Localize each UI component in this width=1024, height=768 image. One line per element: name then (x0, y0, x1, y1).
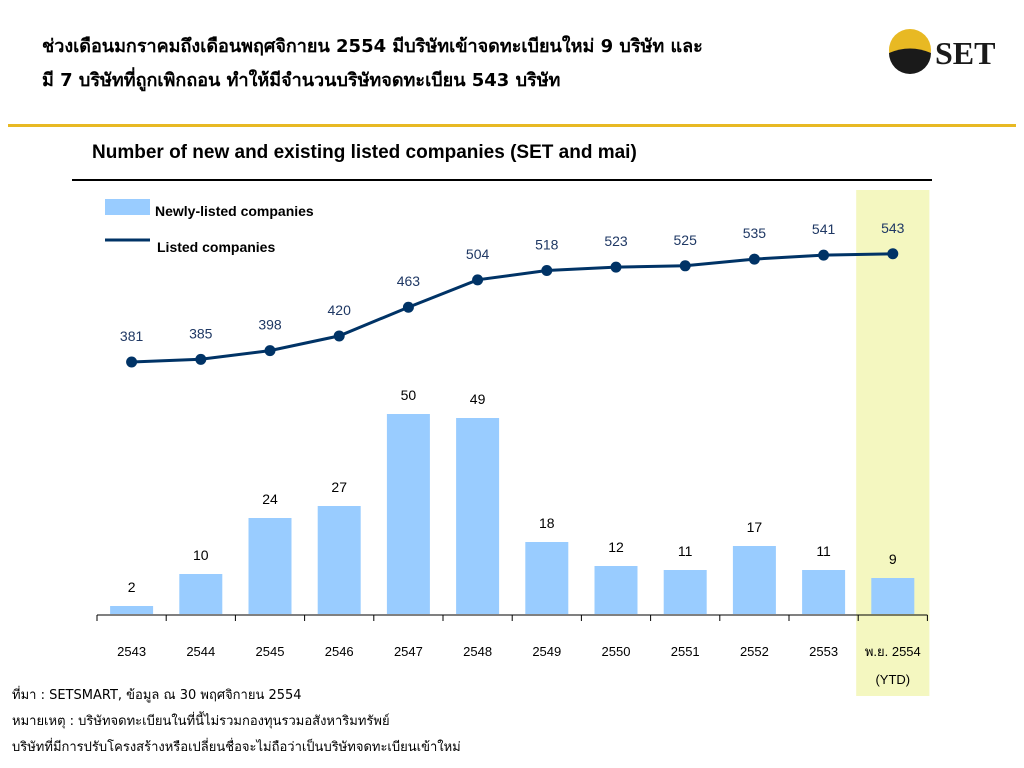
point-label-2544: 385 (189, 325, 213, 341)
bar-label-2549: 18 (539, 515, 555, 531)
point-label-2551: 525 (674, 232, 698, 248)
point-2552 (748, 253, 760, 265)
bar-2549 (525, 542, 569, 614)
point-label-2550: 523 (604, 233, 628, 249)
x-tick-label-2551: 2551 (671, 644, 700, 659)
header-divider (8, 124, 1016, 127)
point-2549 (541, 264, 553, 276)
point-label-2548: 504 (466, 246, 490, 262)
x-tick-label-2547: 2547 (394, 644, 423, 659)
point-2551 (679, 260, 691, 272)
footnote-source: ที่มา : SETSMART, ข้อมูล ณ 30 พฤศจิกายน … (12, 688, 302, 703)
x-tick-label-พ.ย. 2554: พ.ย. 2554 (865, 644, 921, 659)
point-2550 (610, 261, 622, 273)
bar-2546 (317, 506, 361, 614)
bar-label-2552: 17 (747, 519, 763, 535)
footnote-note-1: หมายเหตุ : บริษัทจดทะเบียนในที่นี้ไม่รวม… (12, 714, 390, 729)
bar-2543 (110, 606, 154, 614)
x-tick-sublabel-พ.ย. 2554: (YTD) (875, 672, 910, 687)
x-tick-label-2546: 2546 (325, 644, 354, 659)
bar-2545 (248, 518, 292, 614)
point-label-2547: 463 (397, 273, 421, 289)
point-พ.ย. 2554 (887, 248, 899, 260)
set-logo: SET (889, 29, 995, 74)
bar-label-2550: 12 (608, 539, 624, 555)
point-label-2546: 420 (328, 302, 352, 318)
bar-label-2553: 11 (816, 543, 831, 559)
point-2553 (818, 249, 830, 261)
x-tick-label-2544: 2544 (186, 644, 215, 659)
bar-label-2546: 27 (331, 479, 347, 495)
x-tick-label-2550: 2550 (602, 644, 631, 659)
footnote-note-2: บริษัทที่มีการปรับโครงสร้างหรือเปลี่ยนชื… (12, 740, 461, 755)
point-label-2543: 381 (120, 328, 144, 344)
point-label-2549: 518 (535, 236, 559, 252)
bar-2544 (179, 574, 223, 614)
headline: ช่วงเดือนมกราคมถึงเดือนพฤศจิกายน 2554 มี… (42, 30, 862, 98)
bar-label-2543: 2 (128, 579, 136, 595)
x-tick-label-2543: 2543 (117, 644, 146, 659)
legend-label-newly-listed: Newly-listed companies (155, 203, 314, 219)
point-2544 (195, 353, 207, 365)
bar-label-2547: 50 (401, 387, 417, 403)
point-label-2545: 398 (258, 317, 282, 333)
bar-label-2551: 11 (678, 543, 693, 559)
bar-label-2544: 10 (193, 547, 209, 563)
bar-2553 (802, 570, 846, 614)
bar-2550 (594, 566, 638, 614)
legend-label-listed: Listed companies (157, 239, 275, 255)
x-tick-label-2553: 2553 (809, 644, 838, 659)
headline-line-1: ช่วงเดือนมกราคมถึงเดือนพฤศจิกายน 2554 มี… (42, 36, 703, 57)
bar-label-พ.ย. 2554: 9 (889, 551, 897, 567)
bar-2552 (732, 546, 776, 614)
point-2547 (402, 301, 414, 313)
x-tick-label-2545: 2545 (256, 644, 285, 659)
highlight-band-ytd (856, 190, 930, 696)
line-listed-companies (131, 252, 893, 364)
bar-2547 (386, 414, 430, 614)
bar-label-2548: 49 (470, 391, 486, 407)
bar-label-2545: 24 (262, 491, 278, 507)
set-logo-text: SET (935, 35, 995, 71)
bar-พ.ย. 2554 (871, 578, 915, 614)
chart-title: Number of new and existing listed compan… (92, 142, 637, 163)
x-tick-label-2552: 2552 (740, 644, 769, 659)
x-tick-label-2549: 2549 (532, 644, 561, 659)
chart-title-underline (72, 179, 932, 181)
point-2545 (264, 345, 276, 357)
bar-2551 (663, 570, 707, 614)
legend-swatch-newly-listed (105, 199, 150, 215)
point-label-2553: 541 (812, 221, 836, 237)
point-2546 (333, 330, 345, 342)
point-2548 (472, 274, 484, 286)
headline-line-2: มี 7 บริษัทที่ถูกเพิกถอน ทำให้มีจำนวนบริ… (42, 70, 561, 91)
bar-2548 (456, 418, 500, 614)
point-2543 (126, 356, 138, 368)
x-tick-label-2548: 2548 (463, 644, 492, 659)
point-label-พ.ย. 2554: 543 (881, 220, 905, 236)
set-logo-wave (889, 48, 931, 74)
point-label-2552: 535 (743, 225, 767, 241)
